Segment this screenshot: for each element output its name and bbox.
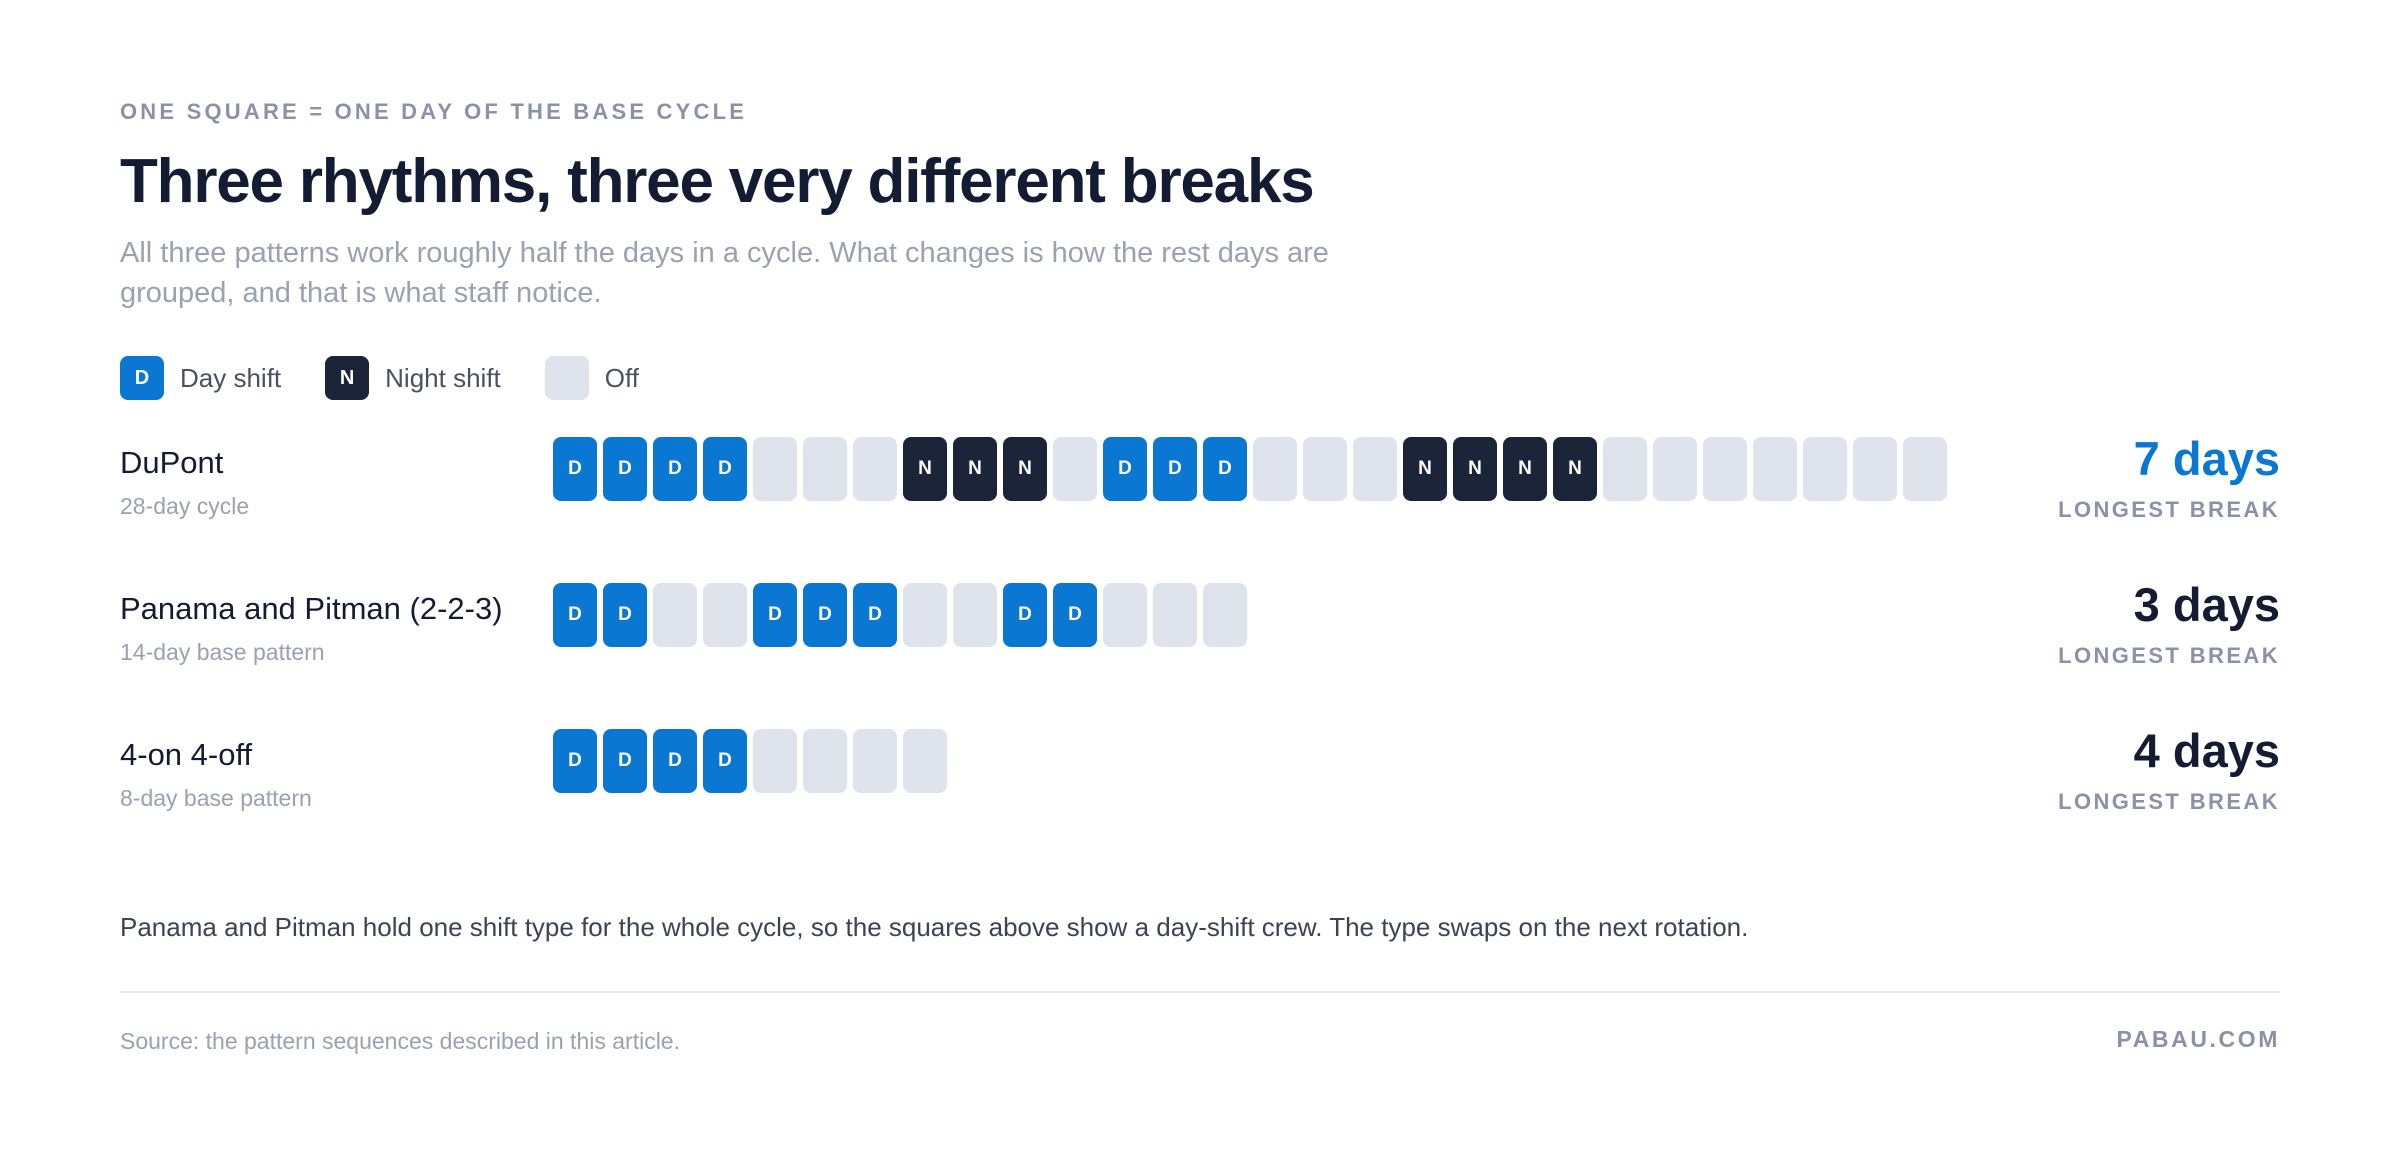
off-square — [803, 437, 847, 502]
brand-label: PABAU.COM — [2116, 1026, 2280, 1052]
footnote: Panama and Pitman hold one shift type fo… — [120, 912, 1749, 942]
pattern-cycle-length: 8-day base pattern — [120, 785, 312, 812]
page-title: Three rhythms, three very different brea… — [120, 147, 1315, 216]
off-square — [1853, 437, 1897, 502]
legend-day-label: Day shift — [180, 362, 282, 393]
off-square — [1353, 437, 1397, 502]
longest-break-value: 4 days — [2133, 724, 2280, 778]
off-square — [653, 583, 697, 648]
day-square: D — [1003, 583, 1047, 648]
legend-off: Off — [544, 356, 639, 401]
legend-off-label: Off — [604, 362, 639, 393]
legend-day: D Day shift — [120, 356, 282, 401]
legend: D Day shift N Night shift Off — [120, 355, 2280, 401]
off-square — [1803, 437, 1847, 502]
day-square: D — [853, 583, 897, 648]
legend-night-label: Night shift — [385, 362, 501, 393]
off-square — [1903, 437, 1947, 502]
night-square: N — [1553, 437, 1597, 502]
off-square — [1753, 437, 1797, 502]
day-square: D — [603, 583, 647, 648]
day-square: D — [553, 729, 597, 794]
off-square — [1653, 437, 1697, 502]
longest-break-label: LONGEST BREAK — [2058, 643, 2280, 669]
subtitle: All three patterns work roughly half the… — [120, 237, 1329, 310]
day-square: D — [653, 437, 697, 502]
source-note: Source: the pattern sequences described … — [120, 1028, 680, 1054]
off-square — [753, 437, 797, 502]
day-square: D — [803, 583, 847, 648]
off-square — [903, 583, 947, 648]
off-square — [1103, 583, 1147, 648]
pattern-row-panama-pitman: Panama and Pitman (2-2-3) 14-day base pa… — [120, 578, 2280, 729]
off-square — [703, 583, 747, 648]
day-square: D — [603, 437, 647, 502]
day-square: D — [603, 729, 647, 794]
day-square: D — [1203, 437, 1247, 502]
night-square: N — [1453, 437, 1497, 502]
off-square — [853, 729, 897, 794]
pattern-cycle-length: 14-day base pattern — [120, 639, 325, 666]
legend-off-swatch — [544, 356, 589, 401]
day-square: D — [553, 437, 597, 502]
legend-day-swatch: D — [120, 356, 164, 401]
off-square — [953, 583, 997, 648]
off-square — [753, 729, 797, 794]
day-square: D — [1053, 583, 1097, 648]
night-square: N — [1503, 437, 1547, 502]
pattern-name: Panama and Pitman (2-2-3) — [120, 591, 503, 627]
off-square — [1703, 437, 1747, 502]
longest-break: 3 days LONGEST BREAK — [2058, 577, 2280, 669]
off-square — [1603, 437, 1647, 502]
day-square: D — [703, 437, 747, 502]
day-square: D — [1153, 437, 1197, 502]
off-square — [1303, 437, 1347, 502]
legend-night: N Night shift — [325, 356, 501, 401]
off-square — [903, 729, 947, 794]
off-square — [1153, 583, 1197, 648]
day-square: D — [753, 583, 797, 648]
longest-break-label: LONGEST BREAK — [2058, 789, 2280, 815]
day-square: D — [553, 583, 597, 648]
night-square: N — [953, 437, 997, 502]
kicker: ONE SQUARE = ONE DAY OF THE BASE CYCLE — [120, 99, 748, 124]
longest-break-value: 3 days — [2133, 578, 2280, 632]
day-square: D — [703, 729, 747, 794]
pattern-cycle-length: 28-day cycle — [120, 493, 250, 520]
off-square — [1203, 583, 1247, 648]
longest-break-label: LONGEST BREAK — [2058, 497, 2280, 523]
legend-night-swatch: N — [325, 356, 370, 401]
pattern-name: DuPont — [120, 445, 224, 481]
pattern-name: 4-on 4-off — [120, 737, 253, 773]
divider — [120, 991, 2280, 993]
day-square: D — [653, 729, 697, 794]
off-square — [1253, 437, 1297, 502]
off-square — [803, 729, 847, 794]
night-square: N — [903, 437, 947, 502]
night-square: N — [1003, 437, 1047, 502]
off-square — [853, 437, 897, 502]
longest-break: 4 days LONGEST BREAK — [2058, 723, 2280, 815]
night-square: N — [1403, 437, 1447, 502]
longest-break-value: 7 days — [2133, 432, 2280, 486]
day-square: D — [1103, 437, 1147, 502]
off-square — [1053, 437, 1097, 502]
longest-break: 7 days LONGEST BREAK — [2058, 431, 2280, 523]
